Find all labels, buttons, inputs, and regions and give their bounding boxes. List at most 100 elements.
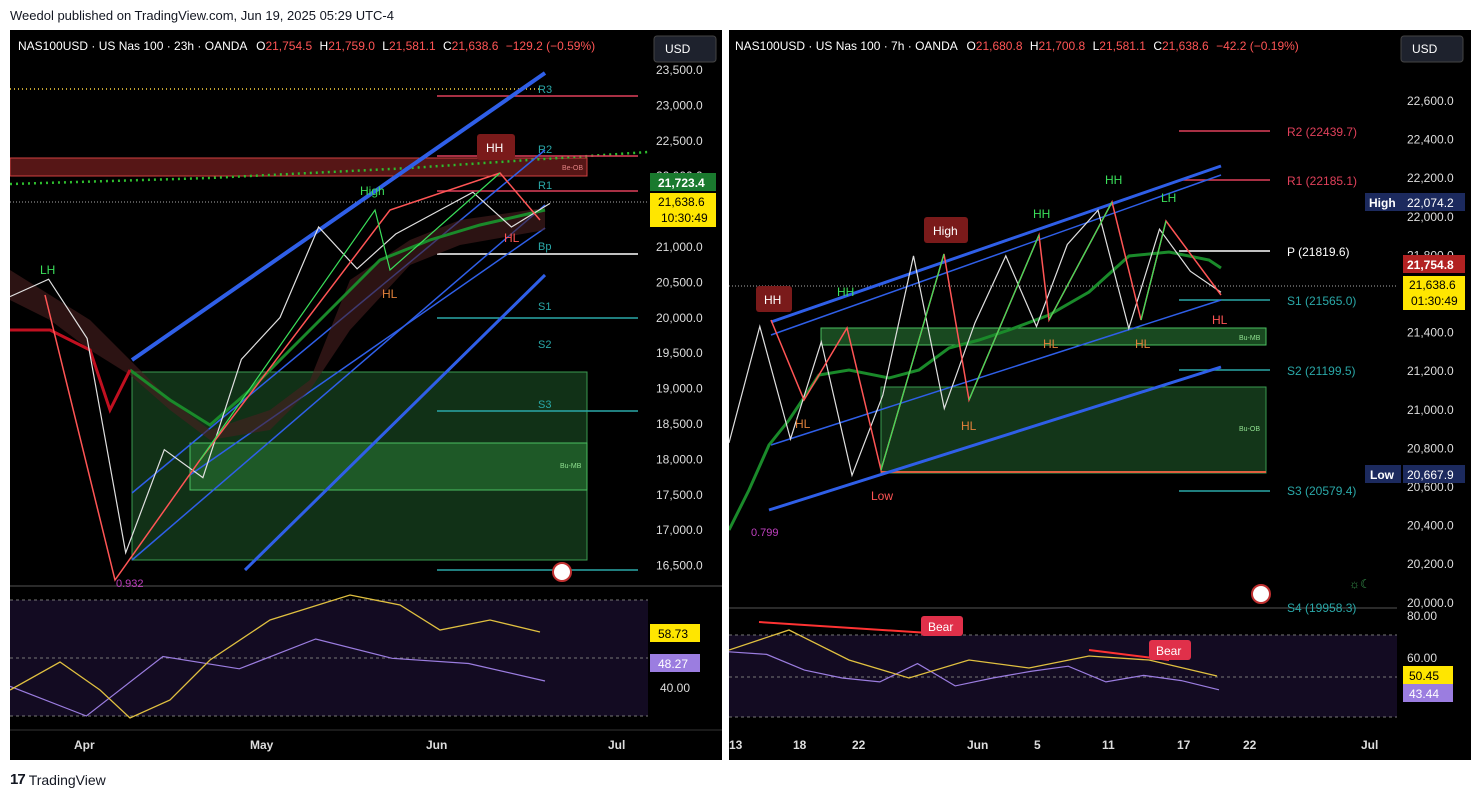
- rsi-value: 48.27: [658, 657, 688, 671]
- price-tick: 19,500.0: [656, 346, 703, 360]
- publish-header: Weedol published on TradingView.com, Jun…: [10, 8, 394, 23]
- tag-low-label: Low: [1370, 468, 1395, 482]
- tag-ma: 21,723.4: [658, 176, 705, 190]
- price-tick: 22,200.0: [1407, 171, 1454, 185]
- price-line[interactable]: [10, 191, 551, 555]
- tag-price: 21,638.6: [658, 195, 705, 209]
- tradingview-brand: TradingView: [28, 771, 106, 788]
- price-tick: 18,000.0: [656, 452, 703, 466]
- pivot-bp: Bp: [538, 241, 551, 253]
- pivot-lines: [1179, 130, 1270, 492]
- fib-label: 0.932: [116, 578, 144, 590]
- svg-text:17: 17: [1177, 738, 1191, 752]
- currency-button[interactable]: [653, 35, 717, 63]
- label-high: High: [360, 184, 385, 198]
- left-price-axis[interactable]: 23,500.023,000.022,500.022,000.021,500.0…: [656, 63, 703, 573]
- zone-bu-mb-label: Bu-MB: [560, 463, 582, 470]
- bearish-ob-zone: [10, 157, 588, 177]
- pivot-s3: S3 (20579.4): [1287, 484, 1356, 498]
- svg-text:NAS100USD · US Nas 100 · 23h ·: NAS100USD · US Nas 100 · 23h · OANDA O21…: [18, 39, 595, 53]
- tag-high-label: High: [1369, 196, 1396, 210]
- pivot-s2: S2 (21199.5): [1287, 364, 1356, 378]
- ma-line: [129, 208, 546, 427]
- label-hl-2: HL: [961, 419, 977, 433]
- svg-text:Jul: Jul: [1361, 738, 1378, 752]
- svg-text:USD: USD: [665, 42, 691, 56]
- svg-text:Bu-OB: Bu-OB: [1239, 426, 1260, 433]
- label-hh-4: HH: [1105, 173, 1122, 187]
- us-flag-icon[interactable]: [552, 562, 572, 582]
- trend-channel: [768, 164, 1222, 512]
- price-tick: 22,400.0: [1407, 133, 1454, 147]
- zone-be-ob-label: Be-OB: [562, 165, 583, 172]
- price-tick: 22,500.0: [656, 134, 703, 148]
- zigzag-line: [44, 172, 541, 582]
- price-tick: 21,000.0: [656, 240, 703, 254]
- rsi-ma-line: [10, 594, 541, 719]
- svg-text:13: 13: [729, 738, 743, 752]
- footer: 17 TradingView: [10, 771, 106, 788]
- left-chart-panel[interactable]: Be-OB Bu-MB R3 R2 R1 Bp S1 S2 S3: [10, 30, 722, 760]
- label-high: High: [933, 224, 958, 238]
- pivot-s1: S1: [538, 301, 551, 313]
- label-hl-5: HL: [1212, 313, 1228, 327]
- sun-moon-icon: ☼☾: [1349, 577, 1371, 591]
- tag-ma-bg: [650, 173, 716, 191]
- pivot-r2: R2 (22439.7): [1287, 125, 1357, 139]
- rsi-line: [10, 638, 546, 717]
- tag-countdown: 10:30:49: [661, 211, 708, 225]
- tag-price: 21,638.6: [1409, 278, 1456, 292]
- price-line[interactable]: [729, 208, 1222, 478]
- price-tick: 22,000.0: [1407, 210, 1454, 224]
- zigzag-green: [199, 172, 501, 461]
- ma-line: [729, 250, 1222, 531]
- tag-low: 20,667.9: [1407, 468, 1454, 482]
- zigzag-green: [880, 201, 1167, 471]
- price-tick: 20,000.0: [1407, 596, 1454, 610]
- right-price-axis[interactable]: 22,600.022,400.022,200.022,000.021,800.0…: [1407, 94, 1454, 610]
- label-hh: HH: [486, 141, 503, 155]
- bear-label-1: Bear: [928, 620, 953, 634]
- price-tick: 16,500.0: [656, 559, 703, 573]
- ma-dotted-line: [10, 150, 649, 186]
- price-tick: 20,000.0: [656, 311, 703, 325]
- price-tick: 23,500.0: [656, 63, 703, 77]
- pivot-r1: R1: [538, 180, 552, 192]
- label-hh-1: HH: [764, 293, 781, 307]
- label-lh: LH: [1161, 191, 1176, 205]
- left-symbol[interactable]: NAS100USD · US Nas 100 · 23h · OANDA: [18, 39, 247, 53]
- label-hl-1: HL: [382, 287, 398, 301]
- price-tick: 19,000.0: [656, 382, 703, 396]
- price-tick: 18,500.0: [656, 417, 703, 431]
- price-tick: 20,500.0: [656, 275, 703, 289]
- right-chart-panel[interactable]: Bu-MB Bu-OB R2 (22439.7) R1 (22185.1) P …: [729, 30, 1471, 760]
- rsi-value: 43.44: [1409, 687, 1439, 701]
- tag-high: 22,074.2: [1407, 196, 1454, 210]
- svg-text:22: 22: [1243, 738, 1257, 752]
- label-lh: LH: [40, 263, 55, 277]
- rsi-tick: 40.00: [660, 681, 690, 695]
- bear-label-2: Bear: [1156, 644, 1181, 658]
- us-flag-icon[interactable]: [1251, 584, 1271, 604]
- svg-text:NAS100USD · US Nas 100 · 7h ·: NAS100USD · US Nas 100 · 7h · OANDA O21,…: [735, 39, 1299, 53]
- price-tick: 21,400.0: [1407, 326, 1454, 340]
- pivot-s1: S1 (21565.0): [1287, 294, 1356, 308]
- price-tick: 17,000.0: [656, 523, 703, 537]
- pivot-s2: S2: [538, 339, 551, 351]
- rsi-tick-60: 60.00: [1407, 651, 1437, 665]
- rsi-ma-value: 58.73: [658, 627, 688, 641]
- svg-text:18: 18: [793, 738, 807, 752]
- price-tick: 22,600.0: [1407, 94, 1454, 108]
- label-hh-3: HH: [1033, 207, 1050, 221]
- price-tick: 23,000.0: [656, 98, 703, 112]
- rsi-ma-value: 50.45: [1409, 669, 1439, 683]
- rsi-pane: [729, 635, 1397, 717]
- currency-button[interactable]: [1400, 35, 1464, 63]
- label-low: Low: [871, 489, 893, 503]
- bear-divergence-1: [758, 621, 945, 635]
- price-tick: 20,200.0: [1407, 557, 1454, 571]
- svg-text:11: 11: [1102, 738, 1115, 752]
- hh-badge: [477, 134, 515, 160]
- right-symbol[interactable]: NAS100USD · US Nas 100 · 7h · OANDA: [735, 39, 958, 53]
- bullish-mb-zone: [189, 442, 588, 491]
